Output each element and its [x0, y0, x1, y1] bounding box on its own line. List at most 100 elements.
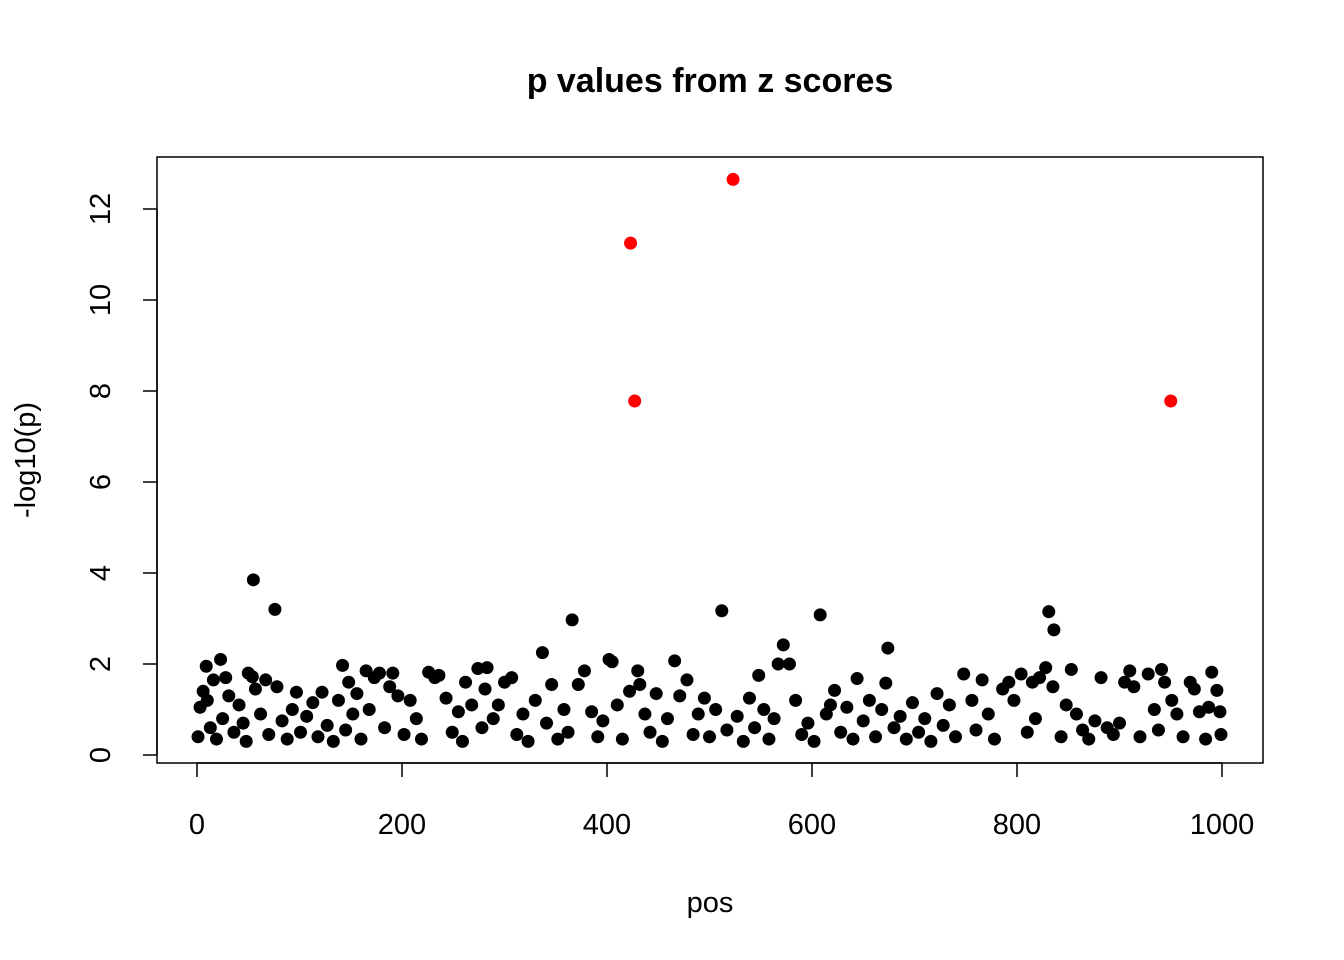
data-point	[975, 673, 989, 687]
data-point	[1020, 725, 1034, 739]
y-tick-label: 10	[85, 284, 117, 316]
data-point	[887, 721, 901, 735]
data-point	[924, 734, 938, 748]
data-point	[942, 698, 956, 712]
data-point	[216, 712, 230, 726]
x-tick-label: 0	[189, 809, 205, 841]
data-point	[1213, 705, 1227, 719]
data-point	[748, 721, 762, 735]
data-point	[372, 666, 386, 680]
data-point	[391, 689, 405, 703]
data-point	[245, 670, 259, 684]
data-point	[354, 732, 368, 746]
data-point	[605, 655, 619, 669]
data-point	[615, 732, 629, 746]
data-point	[280, 732, 294, 746]
data-point	[823, 698, 837, 712]
data-point	[912, 725, 926, 739]
data-point	[957, 667, 971, 681]
data-point	[631, 664, 645, 678]
data-point	[432, 668, 446, 682]
data-point	[270, 680, 284, 694]
data-point	[239, 734, 253, 748]
data-point	[326, 734, 340, 748]
data-point	[936, 718, 950, 732]
data-point	[219, 671, 233, 685]
data-point	[703, 730, 716, 744]
data-point	[1094, 671, 1108, 685]
data-point	[1033, 671, 1047, 685]
data-point	[528, 693, 542, 707]
data-point	[638, 707, 652, 721]
data-point	[535, 646, 549, 660]
data-point	[262, 728, 276, 742]
data-point	[1047, 623, 1061, 637]
data-point	[1054, 730, 1068, 744]
data-point	[222, 689, 236, 703]
data-point	[475, 721, 489, 735]
data-point	[486, 712, 500, 726]
points	[191, 172, 1228, 748]
data-point	[551, 732, 565, 746]
data-point	[311, 730, 325, 744]
data-point	[1046, 680, 1060, 694]
data-point	[206, 673, 220, 687]
data-point	[315, 685, 329, 699]
data-point	[540, 716, 554, 730]
data-point	[254, 707, 268, 721]
data-point	[571, 677, 585, 691]
data-point	[930, 687, 944, 701]
data-point	[757, 703, 771, 716]
data-point	[596, 714, 610, 728]
data-point	[846, 732, 860, 746]
data-point	[834, 725, 848, 739]
data-point	[591, 730, 605, 744]
data-point	[378, 721, 392, 735]
x-tick-label: 800	[993, 809, 1041, 841]
data-point	[248, 682, 262, 696]
data-point	[850, 672, 864, 686]
data-point	[715, 604, 729, 618]
data-point	[680, 673, 694, 687]
data-point	[285, 703, 299, 716]
data-point	[1059, 698, 1073, 712]
data-point	[875, 703, 889, 716]
data-point	[209, 732, 223, 746]
data-point	[1210, 683, 1224, 697]
data-point	[752, 668, 766, 682]
data-point	[350, 687, 364, 701]
data-point	[1141, 667, 1155, 681]
data-point	[807, 734, 821, 748]
data-point	[686, 728, 700, 742]
data-point	[214, 652, 228, 666]
data-point	[813, 608, 827, 622]
data-point	[720, 723, 734, 737]
chart-title: p values from z scores	[527, 62, 894, 100]
data-point	[1133, 730, 1147, 744]
data-point	[643, 725, 657, 739]
data-point	[445, 725, 459, 739]
data-point	[1113, 716, 1126, 730]
plot-frame	[156, 156, 1264, 764]
data-point	[268, 602, 282, 616]
data-point	[893, 709, 907, 723]
data-point	[259, 673, 273, 687]
data-point	[1202, 700, 1216, 714]
data-point	[697, 691, 711, 705]
data-point	[742, 691, 756, 705]
x-axis: 0 200 400 600 800 1000	[189, 762, 1254, 841]
y-tick-label: 6	[85, 474, 117, 490]
data-point	[1002, 675, 1016, 689]
highlight-point	[726, 172, 740, 186]
y-tick-label: 12	[85, 193, 117, 225]
data-point	[397, 728, 411, 742]
data-point	[899, 732, 913, 746]
data-point	[320, 718, 334, 732]
data-point	[709, 703, 723, 716]
data-point	[1069, 707, 1083, 721]
data-point	[232, 698, 246, 712]
data-point	[660, 712, 674, 726]
data-point	[1205, 665, 1219, 679]
data-point	[336, 658, 350, 672]
data-point	[510, 728, 524, 742]
